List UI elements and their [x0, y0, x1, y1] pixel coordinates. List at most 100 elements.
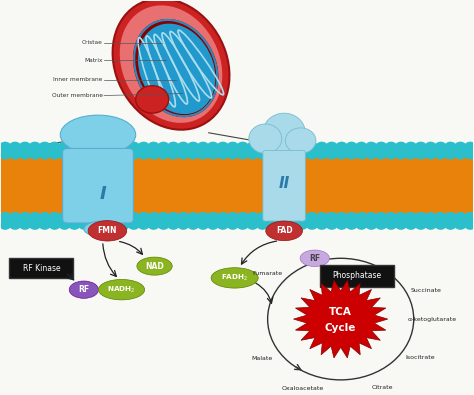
Circle shape — [395, 142, 407, 152]
Circle shape — [89, 220, 100, 229]
Ellipse shape — [249, 124, 282, 153]
Circle shape — [39, 142, 50, 152]
Circle shape — [109, 213, 119, 222]
Circle shape — [39, 220, 50, 229]
Ellipse shape — [300, 250, 329, 267]
Circle shape — [39, 213, 50, 222]
Circle shape — [257, 142, 268, 152]
Text: Fumarate: Fumarate — [252, 271, 282, 276]
Circle shape — [168, 142, 179, 152]
Ellipse shape — [113, 0, 229, 130]
FancyBboxPatch shape — [63, 149, 133, 223]
Circle shape — [69, 142, 80, 152]
Circle shape — [425, 213, 437, 222]
Text: α-ketoglutarate: α-ketoglutarate — [408, 316, 457, 322]
Ellipse shape — [285, 128, 316, 153]
Circle shape — [197, 213, 209, 222]
Circle shape — [118, 142, 129, 152]
Circle shape — [29, 220, 40, 229]
Text: FMN: FMN — [98, 226, 117, 235]
Circle shape — [435, 220, 446, 229]
Circle shape — [375, 149, 387, 159]
Circle shape — [455, 213, 466, 222]
Circle shape — [9, 142, 21, 152]
Circle shape — [346, 149, 357, 159]
Circle shape — [217, 149, 228, 159]
Circle shape — [138, 142, 149, 152]
Ellipse shape — [211, 268, 258, 288]
Circle shape — [277, 213, 288, 222]
Circle shape — [286, 142, 298, 152]
Circle shape — [465, 213, 474, 222]
Ellipse shape — [133, 19, 219, 117]
Text: Cycle: Cycle — [325, 323, 356, 333]
Circle shape — [109, 142, 119, 152]
Circle shape — [69, 213, 80, 222]
Circle shape — [306, 220, 318, 229]
Text: Cristae: Cristae — [82, 40, 103, 45]
Circle shape — [118, 213, 129, 222]
Circle shape — [356, 213, 367, 222]
FancyBboxPatch shape — [263, 150, 305, 221]
Circle shape — [365, 149, 377, 159]
Circle shape — [375, 220, 387, 229]
Circle shape — [128, 142, 139, 152]
Circle shape — [158, 213, 169, 222]
Circle shape — [197, 142, 209, 152]
Circle shape — [79, 213, 90, 222]
Circle shape — [207, 220, 219, 229]
Text: Malate: Malate — [251, 356, 273, 361]
Circle shape — [336, 142, 347, 152]
Circle shape — [316, 142, 328, 152]
Circle shape — [0, 142, 11, 152]
Text: Matrix: Matrix — [84, 58, 103, 63]
Text: II: II — [279, 176, 290, 191]
Circle shape — [128, 213, 139, 222]
Circle shape — [49, 149, 60, 159]
Circle shape — [326, 213, 337, 222]
Circle shape — [356, 220, 367, 229]
Circle shape — [19, 213, 31, 222]
Circle shape — [277, 142, 288, 152]
Circle shape — [296, 142, 308, 152]
Circle shape — [168, 220, 179, 229]
Circle shape — [237, 220, 248, 229]
Circle shape — [227, 220, 238, 229]
Circle shape — [207, 142, 219, 152]
Circle shape — [148, 149, 159, 159]
Circle shape — [365, 142, 377, 152]
Ellipse shape — [120, 6, 222, 123]
Circle shape — [128, 149, 139, 159]
Circle shape — [49, 213, 60, 222]
Circle shape — [168, 149, 179, 159]
Text: Succinate: Succinate — [410, 288, 441, 293]
Circle shape — [277, 220, 288, 229]
Circle shape — [326, 220, 337, 229]
Circle shape — [227, 213, 238, 222]
Text: RF Kinase: RF Kinase — [23, 263, 60, 273]
Circle shape — [445, 149, 456, 159]
Circle shape — [237, 149, 248, 159]
Circle shape — [415, 142, 427, 152]
Circle shape — [425, 220, 437, 229]
Circle shape — [148, 220, 159, 229]
Circle shape — [247, 213, 258, 222]
Circle shape — [356, 149, 367, 159]
Circle shape — [207, 149, 219, 159]
Circle shape — [425, 149, 437, 159]
Circle shape — [277, 149, 288, 159]
Circle shape — [178, 220, 189, 229]
Circle shape — [0, 213, 11, 222]
Circle shape — [296, 220, 308, 229]
Circle shape — [89, 142, 100, 152]
Circle shape — [346, 220, 357, 229]
Circle shape — [19, 149, 31, 159]
Circle shape — [306, 142, 318, 152]
Circle shape — [257, 220, 268, 229]
Circle shape — [237, 213, 248, 222]
Circle shape — [148, 213, 159, 222]
Circle shape — [365, 213, 377, 222]
Circle shape — [69, 220, 80, 229]
Circle shape — [29, 142, 40, 152]
Circle shape — [89, 149, 100, 159]
